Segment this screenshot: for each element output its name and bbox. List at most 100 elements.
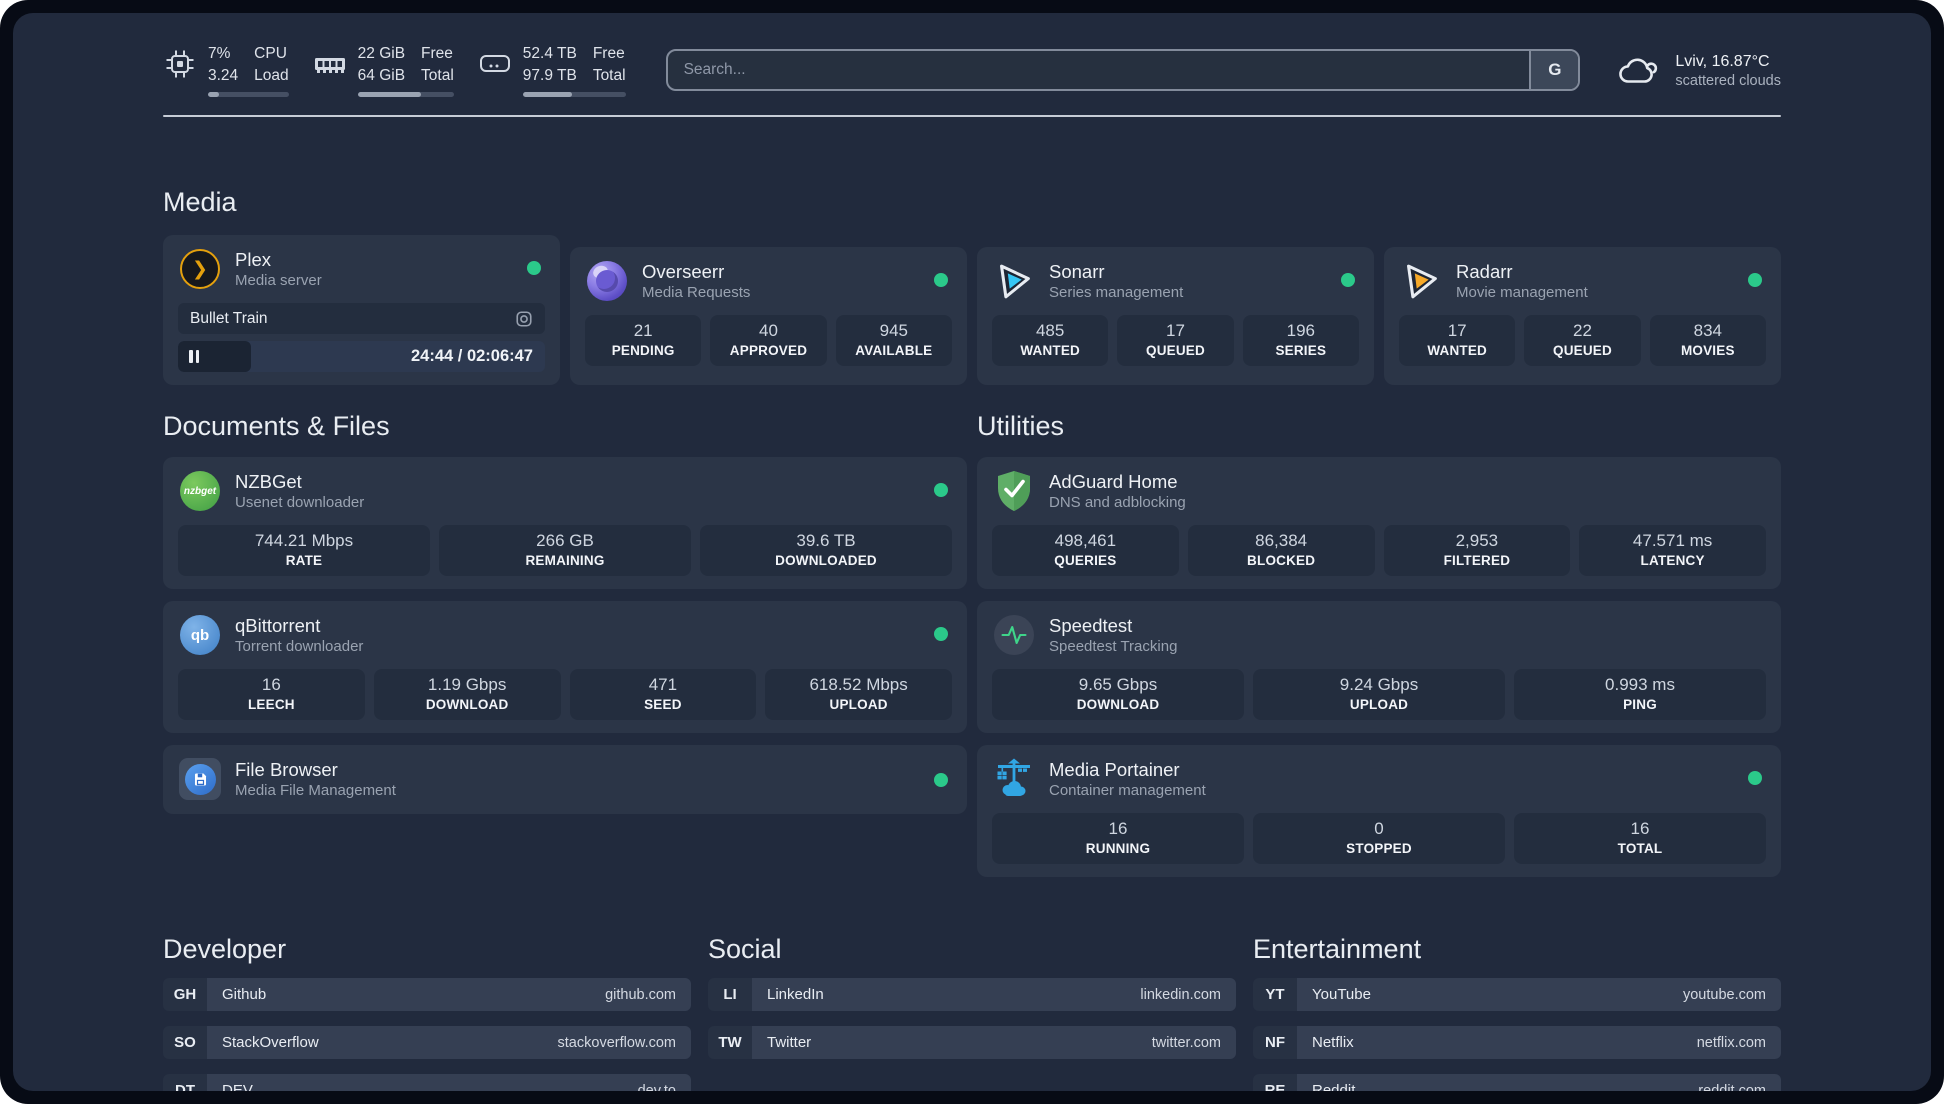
app-description: Media server xyxy=(235,272,322,289)
stat-rate: 744.21 Mbps RATE xyxy=(178,525,430,576)
app-card-plex[interactable]: ❯ Plex Media server Bullet Train 24:44 /… xyxy=(163,235,560,385)
app-card-nzbget[interactable]: nzbget NZBGet Usenet downloader 744.21 M… xyxy=(163,457,967,589)
link-tag: YT xyxy=(1253,978,1297,1011)
link-name: Netflix xyxy=(1312,1034,1354,1051)
link-twitter[interactable]: TW Twitter twitter.com xyxy=(708,1026,1236,1059)
app-card-filebrowser[interactable]: File Browser Media File Management xyxy=(163,745,967,814)
stat-wanted: 17 WANTED xyxy=(1399,315,1516,366)
link-url: youtube.com xyxy=(1682,986,1766,1003)
app-name: NZBGet xyxy=(235,471,302,492)
status-dot xyxy=(527,261,541,275)
app-card-speedtest[interactable]: Speedtest Speedtest Tracking 9.65 Gbps D… xyxy=(977,601,1781,733)
stat-label: PING xyxy=(1623,697,1657,712)
stat-blocked: 86,384 BLOCKED xyxy=(1187,525,1375,576)
filebrowser-icon xyxy=(178,757,222,801)
weather-text: Lviv, 16.87°C scattered clouds xyxy=(1675,51,1781,89)
stat-movies: 834 MOVIES xyxy=(1649,315,1766,366)
section-title-media: Media xyxy=(163,187,237,217)
link-url: dev.to xyxy=(637,1082,676,1092)
stat-label: LATENCY xyxy=(1640,553,1705,568)
storage-values: 52.4 TB 97.9 TB xyxy=(523,43,577,86)
stat-label: WANTED xyxy=(1427,343,1488,358)
app-card-sonarr[interactable]: Sonarr Series management 485 WANTED 17 Q… xyxy=(977,247,1374,385)
pause-icon[interactable] xyxy=(189,350,199,363)
memory-metric: 22 GiB 64 GiB Free Total xyxy=(313,43,454,98)
stat-value: 266 GB xyxy=(536,531,594,550)
link-name: Reddit xyxy=(1312,1082,1356,1091)
weather-condition: scattered clouds xyxy=(1675,72,1781,89)
link-url: linkedin.com xyxy=(1140,986,1221,1003)
app-card-adguard[interactable]: AdGuard Home DNS and adblocking 498,461 … xyxy=(977,457,1781,589)
stat-label: PENDING xyxy=(611,343,675,358)
link-tag: DT xyxy=(163,1074,207,1091)
weather-location: Lviv, 16.87°C xyxy=(1675,53,1770,71)
app-description: Media File Management xyxy=(235,782,396,799)
link-tag: SO xyxy=(163,1026,207,1059)
search-engine-button[interactable]: G xyxy=(1529,51,1579,89)
stat-series: 196 SERIES xyxy=(1242,315,1359,366)
stat-label: WANTED xyxy=(1020,343,1081,358)
stat-label: MOVIES xyxy=(1680,343,1735,358)
link-reddit[interactable]: RE Reddit reddit.com xyxy=(1253,1074,1781,1091)
link-tag: RE xyxy=(1253,1074,1297,1091)
total-label: Total xyxy=(421,66,454,84)
app-name: Plex xyxy=(235,249,271,270)
app-card-qbittorrent[interactable]: qb qBittorrent Torrent downloader 16 LEE… xyxy=(163,601,967,733)
stat-label: BLOCKED xyxy=(1247,553,1316,568)
app-description: Series management xyxy=(1049,284,1184,301)
stats-row: 16 LEECH 1.19 Gbps DOWNLOAD 471 SEED 618… xyxy=(178,669,952,720)
stat-label: REMAINING xyxy=(525,553,605,568)
stat-download: 9.65 Gbps DOWNLOAD xyxy=(992,669,1244,720)
cpu-icon xyxy=(166,50,194,78)
stat-label: FILTERED xyxy=(1443,553,1511,568)
section-title-social: Social xyxy=(708,934,782,964)
stat-queued: 17 QUEUED xyxy=(1117,315,1234,366)
stat-total: 16 TOTAL xyxy=(1514,813,1766,864)
qbittorrent-icon: qb xyxy=(178,613,222,657)
stats-row: 9.65 Gbps DOWNLOAD 9.24 Gbps UPLOAD 0.99… xyxy=(992,669,1766,720)
section-title-utilities: Utilities xyxy=(977,411,1065,441)
app-description: Speedtest Tracking xyxy=(1049,638,1178,655)
stat-value: 498,461 xyxy=(1054,531,1117,550)
cpu-values: 7% 3.24 xyxy=(208,43,238,86)
stats-row: 21 PENDING 40 APPROVED 945 AVAILABLE xyxy=(585,315,952,366)
load-label: Load xyxy=(254,66,289,84)
link-github[interactable]: GH Github github.com xyxy=(163,978,691,1011)
app-card-radarr[interactable]: Radarr Movie management 17 WANTED 22 QUE… xyxy=(1384,247,1781,385)
link-linkedin[interactable]: LI LinkedIn linkedin.com xyxy=(708,978,1236,1011)
app-name: qBittorrent xyxy=(235,615,321,636)
link-netflix[interactable]: NF Netflix netflix.com xyxy=(1253,1026,1781,1059)
webcam-icon[interactable] xyxy=(515,310,533,328)
section-title-entertainment: Entertainment xyxy=(1253,934,1422,964)
stat-running: 16 RUNNING xyxy=(992,813,1244,864)
link-youtube[interactable]: YT YouTube youtube.com xyxy=(1253,978,1781,1011)
app-card-overseerr[interactable]: Overseerr Media Requests 21 PENDING 40 A… xyxy=(570,247,967,385)
stat-value: 16 xyxy=(1630,819,1650,838)
stat-available: 945 AVAILABLE xyxy=(835,315,952,366)
link-name: Twitter xyxy=(767,1034,812,1051)
link-tag: GH xyxy=(163,978,207,1011)
app-description: Usenet downloader xyxy=(235,494,365,511)
link-dev[interactable]: DT DEV dev.to xyxy=(163,1074,691,1091)
link-url: stackoverflow.com xyxy=(557,1034,676,1051)
now-playing-row: Bullet Train xyxy=(178,303,545,334)
stat-value: 1.19 Gbps xyxy=(427,675,507,694)
app-card-portainer[interactable]: Media Portainer Container management 16 … xyxy=(977,745,1781,877)
stat-value: 0 xyxy=(1374,819,1384,838)
search-input[interactable] xyxy=(667,51,1530,89)
links-column-developer: Developer GH Github github.com SO StackO… xyxy=(163,877,691,1091)
link-tag: NF xyxy=(1253,1026,1297,1059)
card-head: Overseerr Media Requests xyxy=(585,259,952,303)
stat-value: 86,384 xyxy=(1255,531,1308,550)
stat-pending: 21 PENDING xyxy=(585,315,702,366)
links-grid: Developer GH Github github.com SO StackO… xyxy=(163,877,1781,1091)
stat-label: DOWNLOADED xyxy=(775,553,877,568)
link-stackoverflow[interactable]: SO StackOverflow stackoverflow.com xyxy=(163,1026,691,1059)
stat-seed: 471 SEED xyxy=(569,669,757,720)
memory-values: 22 GiB 64 GiB xyxy=(358,43,405,86)
storage-free-value: 52.4 TB xyxy=(522,44,577,62)
stat-latency: 47.571 ms LATENCY xyxy=(1579,525,1766,576)
stat-label: DOWNLOAD xyxy=(425,697,509,712)
stat-filtered: 2,953 FILTERED xyxy=(1383,525,1571,576)
card-head: AdGuard Home DNS and adblocking xyxy=(992,469,1766,513)
